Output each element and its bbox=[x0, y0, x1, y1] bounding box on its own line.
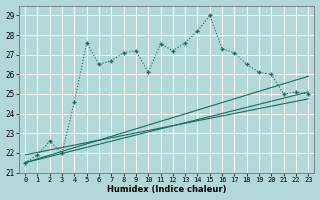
X-axis label: Humidex (Indice chaleur): Humidex (Indice chaleur) bbox=[107, 185, 227, 194]
